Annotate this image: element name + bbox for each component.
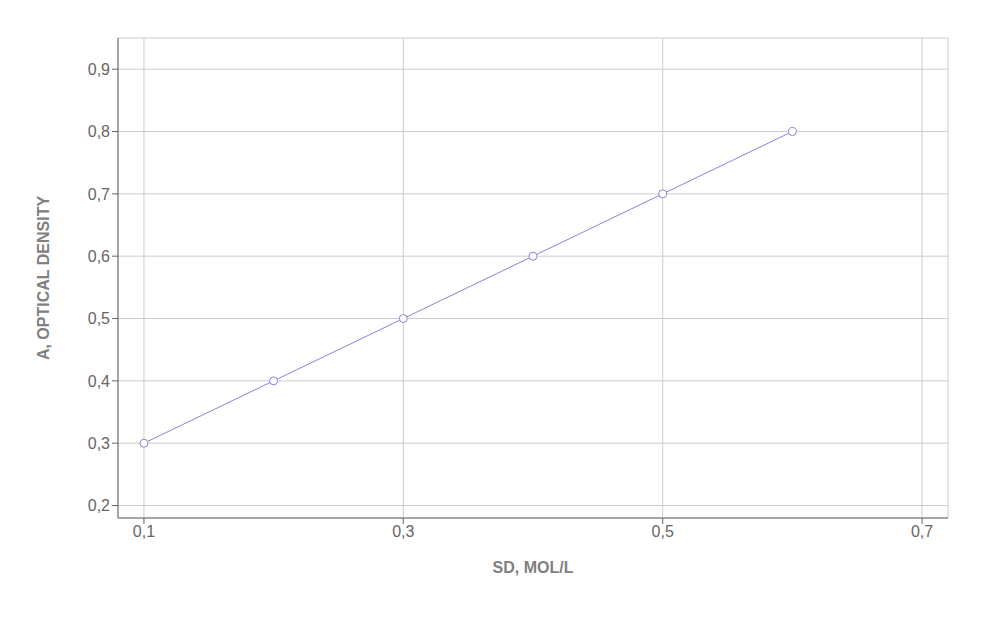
svg-text:0,2: 0,2 <box>88 497 110 514</box>
svg-text:0,3: 0,3 <box>392 523 414 540</box>
svg-text:0,5: 0,5 <box>652 523 674 540</box>
svg-text:0,7: 0,7 <box>911 523 933 540</box>
svg-text:0,9: 0,9 <box>88 61 110 78</box>
svg-text:0,8: 0,8 <box>88 123 110 140</box>
svg-text:0,6: 0,6 <box>88 248 110 265</box>
svg-text:0,7: 0,7 <box>88 186 110 203</box>
svg-text:0,4: 0,4 <box>88 373 110 390</box>
svg-text:0,1: 0,1 <box>133 523 155 540</box>
svg-text:0,5: 0,5 <box>88 310 110 327</box>
svg-text:A, OPTICAL DENSITY: A, OPTICAL DENSITY <box>35 196 52 360</box>
svg-text:0,3: 0,3 <box>88 435 110 452</box>
svg-text:SD, MOL/L: SD, MOL/L <box>493 559 574 576</box>
